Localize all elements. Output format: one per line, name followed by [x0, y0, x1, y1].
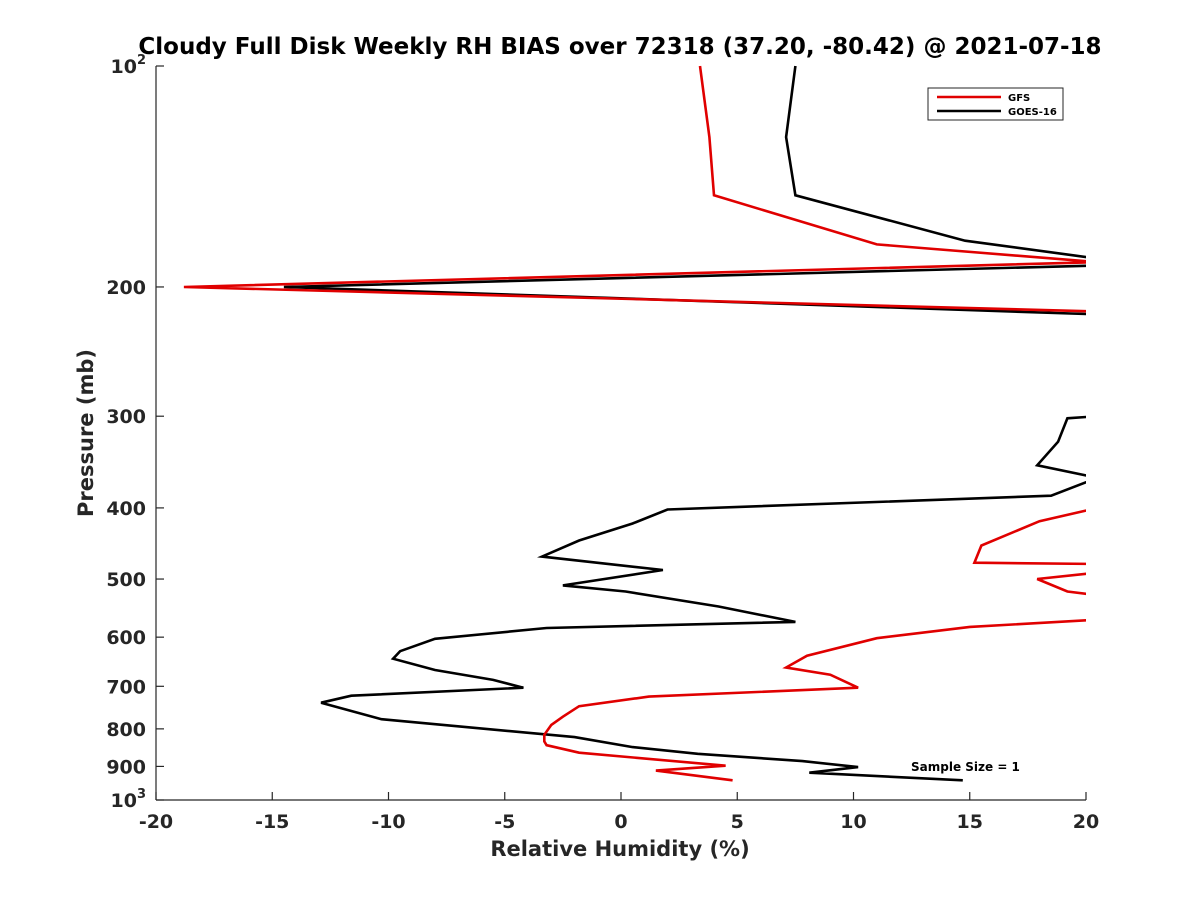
legend-label-goes16: GOES-16	[1008, 107, 1057, 118]
y-ticks: 102 200 300 400 500 600 700 800 900 103	[106, 53, 164, 812]
y-axis-label: Pressure (mb)	[74, 349, 98, 517]
y-tick-label: 400	[106, 498, 146, 520]
y-tick-label: 200	[106, 277, 146, 299]
x-tick-label: 0	[614, 811, 627, 833]
x-tick-label: 15	[957, 811, 983, 833]
x-axis-label: Relative Humidity (%)	[490, 837, 749, 861]
y-tick-label: 800	[106, 719, 146, 741]
sample-size-annotation: Sample Size = 1	[911, 760, 1020, 774]
y-tick-label: 500	[106, 569, 146, 591]
y-tick-label: 103	[111, 787, 147, 812]
series-layer	[183, 65, 1086, 782]
x-tick-label: 20	[1073, 811, 1099, 833]
chart-title: Cloudy Full Disk Weekly RH BIAS over 723…	[138, 34, 1101, 60]
y-tick-label: 600	[106, 627, 146, 649]
x-ticks: -20 -15 -10 -5 0 5 10 15 20	[139, 792, 1099, 833]
y-tick-label: 102	[111, 53, 147, 78]
y-tick-label: 300	[106, 406, 146, 428]
x-tick-label: -20	[139, 811, 173, 833]
y-tick-label: 700	[106, 676, 146, 698]
x-tick-label: -5	[494, 811, 515, 833]
y-tick-label: 900	[106, 756, 146, 778]
plot-area: -20 -15 -10 -5 0 5 10 15 20 102 200 300 400 500 600 70…	[106, 53, 1099, 833]
legend-label-gfs: GFS	[1008, 93, 1030, 104]
x-tick-label: -15	[255, 811, 289, 833]
legend: GFS GOES-16	[927, 87, 1064, 121]
legend-box	[927, 87, 1064, 121]
x-tick-label: 5	[731, 811, 744, 833]
plot-background	[156, 66, 1086, 800]
x-tick-label: 10	[840, 811, 866, 833]
series-line-gfs	[183, 65, 1086, 782]
x-tick-label: -10	[371, 811, 405, 833]
